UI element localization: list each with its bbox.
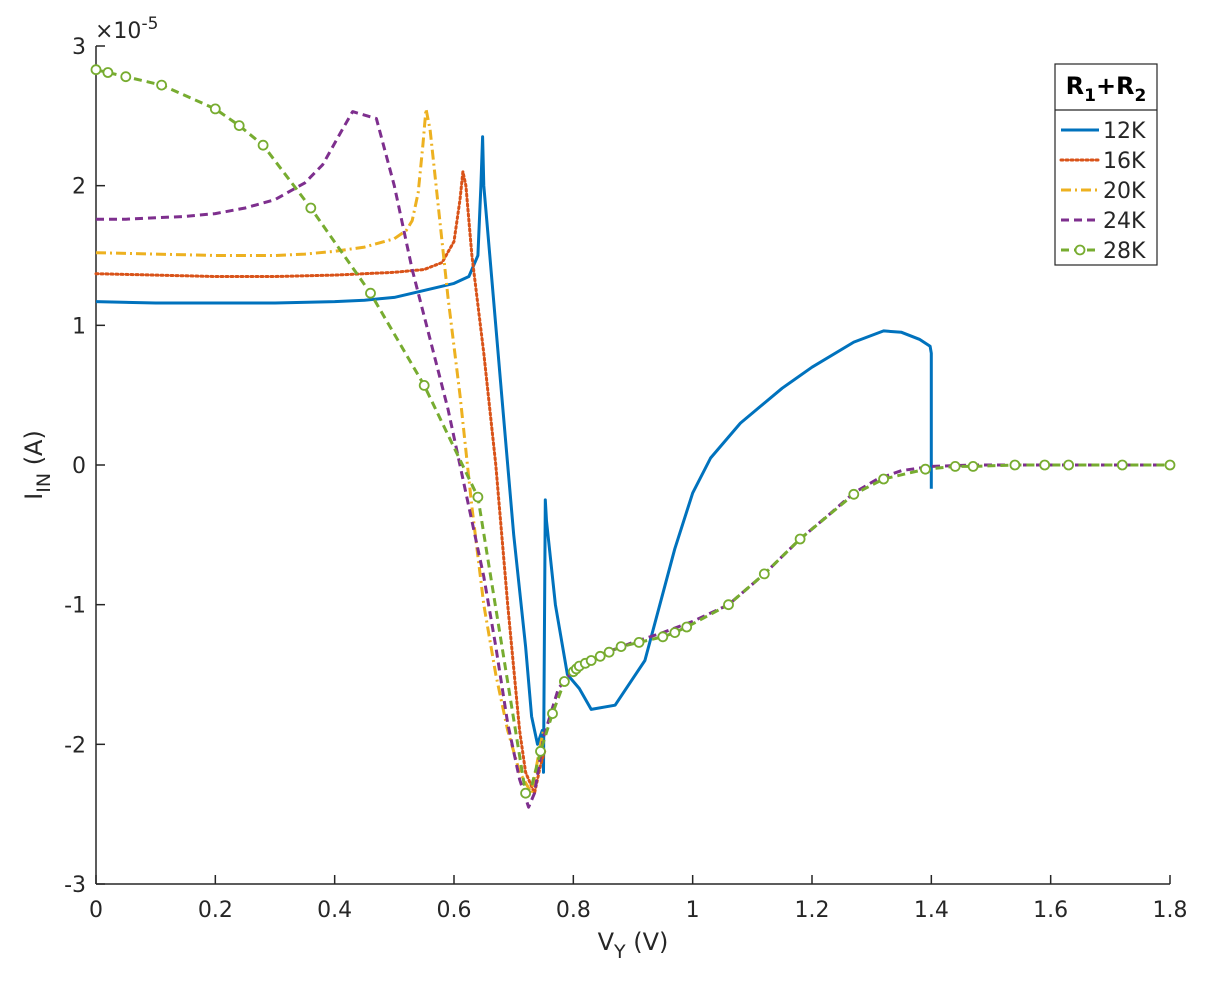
series-marker-28k [794,533,806,545]
x-tick-label: 0.8 [556,898,591,923]
series-marker-28k [585,655,597,666]
y-tick-label: 2 [72,175,86,200]
y-tick-label: 3 [72,35,86,60]
series-marker-28k [418,379,430,391]
series-28k [90,64,1176,799]
legend-label-20k: 20K [1103,179,1146,204]
series-marker-28k [878,473,889,485]
series-24k [96,110,1170,809]
series-marker-28k [1116,459,1128,471]
legend-entry-20k: 20K [1061,179,1146,204]
series-marker-28k [257,139,269,151]
y-exponent-power: -5 [141,14,158,34]
series-12k [95,135,933,774]
series-marker-28k [615,641,627,652]
x-tick-label: 0.4 [317,898,352,923]
y-tick-label: -1 [64,594,86,619]
series-line-28k [95,68,1170,795]
series-line-24k [96,110,1170,809]
legend-entries: 12K 16K 20K 24K 28K [1059,119,1146,264]
legend-entry-16k: 16K [1059,149,1146,174]
y-axis-label: IIN (A) [20,430,55,500]
series-marker-28k [90,64,102,76]
series-marker-28k [209,103,221,115]
series-marker-28k [535,745,546,757]
series-marker-28k [559,676,570,687]
legend-label-28k: 28K [1103,239,1146,264]
series-marker-28k [657,631,669,643]
series-marker-28k [758,568,770,580]
series-marker-28k [1063,459,1074,471]
y-tick-label: -3 [64,873,86,898]
legend-label-12k: 12K [1103,119,1146,144]
legend-entry-12k: 12K [1061,119,1146,144]
series-marker-28k [723,599,734,611]
x-tick-label: 1.8 [1153,898,1188,923]
y-tick-label: 1 [72,314,86,339]
series-marker-28k [102,67,114,78]
series-marker-28k [1164,459,1176,471]
y-tick-label: -2 [64,733,86,758]
series-marker-28k [120,71,132,83]
series-marker-28k [365,287,376,299]
legend-marker-28k [1074,244,1086,256]
x-axis-label: VY (V) [598,928,669,963]
series-marker-28k [472,491,484,503]
series-marker-28k [669,627,681,638]
series-marker-28k [603,646,615,658]
series-marker-28k [681,621,693,633]
x-tick-label: 0.2 [198,898,233,923]
legend: R1+R2 12K 16K 20K 24K 28K [1054,63,1158,266]
y-ticks: -3 -2 -1 0 1 2 3 [64,35,105,898]
x-ticks: 0 0.2 0.4 0.6 0.8 1 1.2 1.4 1.6 1.8 [89,875,1188,923]
x-tick-label: 1.2 [795,898,830,923]
legend-title: R1+R2 [1066,72,1147,106]
series-marker-28k [848,488,860,500]
y-exponent-label: ×10-5 [95,14,158,44]
series-layer [90,64,1176,809]
series-16k [94,170,547,795]
series-marker-28k [547,708,558,719]
x-tick-label: 0 [89,898,103,923]
legend-entry-28k: 28K [1061,239,1146,264]
legend-box [1054,63,1158,266]
series-marker-28k [156,79,168,91]
x-tick-label: 1.6 [1033,898,1068,923]
legend-entry-24k: 24K [1061,209,1146,234]
series-marker-28k [1039,459,1051,471]
x-tick-label: 1 [686,898,700,923]
series-marker-28k [967,460,979,472]
series-line-16k [94,170,547,795]
series-20k [95,107,545,795]
series-line-20k [95,107,545,795]
series-line-12k [95,135,933,774]
y-tick-label: 0 [72,454,86,479]
series-marker-28k [920,463,931,475]
series-marker-28k [520,787,531,799]
legend-label-24k: 24K [1103,209,1146,234]
series-marker-28k [305,202,317,214]
series-marker-28k [949,460,961,472]
legend-label-16k: 16K [1103,149,1146,174]
series-marker-28k [633,637,645,648]
series-marker-28k [594,650,606,662]
series-marker-28k [1009,459,1021,471]
x-tick-label: 0.6 [437,898,472,923]
x-tick-label: 1.4 [914,898,949,923]
series-marker-28k [233,120,245,131]
